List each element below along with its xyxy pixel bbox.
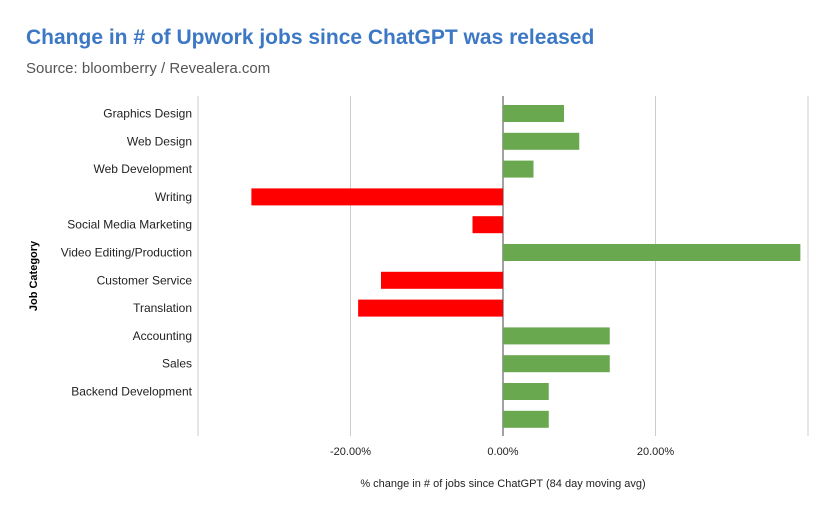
category-label: Backend Development xyxy=(71,385,192,399)
category-label: Social Media Marketing xyxy=(67,218,192,232)
bar-9 xyxy=(503,327,610,345)
bar-7 xyxy=(381,271,503,289)
gridlines xyxy=(197,96,809,436)
category-label: Video Editing/Production xyxy=(61,246,192,260)
bar-10 xyxy=(503,355,610,373)
category-label: Sales xyxy=(162,357,192,371)
category-label: Writing xyxy=(155,190,192,204)
category-label: Web Design xyxy=(127,134,192,148)
category-label: Translation xyxy=(133,301,192,315)
chart-subtitle: Source: bloomberry / Revealera.com xyxy=(26,60,271,77)
bar-3 xyxy=(503,160,534,178)
bar-4 xyxy=(251,188,503,206)
x-tick-label: 0.00% xyxy=(487,446,518,458)
x-tick-label: 20.00% xyxy=(637,446,675,458)
x-tick-label: -20.00% xyxy=(330,446,371,458)
bar-2 xyxy=(503,132,580,150)
category-labels: Graphics Design Web Design Web Development… xyxy=(61,107,193,399)
category-label: Web Development xyxy=(94,162,193,176)
x-tick-labels: -20.00% 0.00% 20.00% xyxy=(330,446,674,458)
bars xyxy=(251,105,801,428)
category-label: Accounting xyxy=(133,329,192,343)
category-label: Graphics Design xyxy=(103,107,192,121)
bar-11 xyxy=(503,383,549,400)
bar-12 xyxy=(503,410,549,428)
y-axis-title: Job Category xyxy=(28,240,40,311)
category-label: Customer Service xyxy=(97,273,193,287)
bar-6 xyxy=(503,244,801,261)
bar-8 xyxy=(358,299,503,317)
bar-1 xyxy=(503,105,564,122)
x-axis-title: % change in # of jobs since ChatGPT (84 … xyxy=(360,478,645,490)
bar-5 xyxy=(472,216,503,234)
chart-title: Change in # of Upwork jobs since ChatGPT… xyxy=(26,26,595,49)
